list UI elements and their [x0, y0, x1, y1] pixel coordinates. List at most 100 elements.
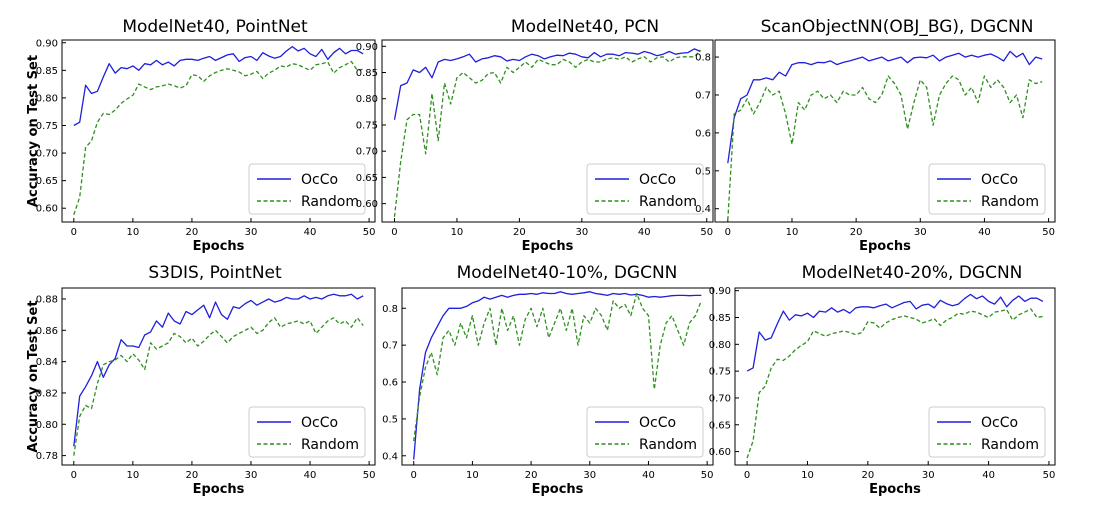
series-line-occo: [73, 293, 364, 447]
y-tick-label: 0.90: [36, 38, 58, 49]
legend-label-random: Random: [301, 437, 359, 453]
x-tick-label: 10: [127, 470, 140, 481]
chart-title: ModelNet40-20%, DGCNN: [802, 263, 1023, 283]
x-tick-label: 40: [982, 470, 995, 481]
x-tick-label: 10: [451, 227, 464, 238]
y-tick-label: 0.84: [36, 357, 58, 368]
legend-label-random: Random: [301, 194, 359, 210]
x-tick-label: 20: [186, 470, 199, 481]
y-tick-label: 0.5: [695, 166, 711, 177]
y-tick-label: 0.75: [36, 121, 58, 132]
y-tick-label: 0.75: [356, 120, 378, 131]
series-line-random: [746, 308, 1044, 459]
x-axis-label: Epochs: [193, 239, 245, 254]
y-tick-label: 0.86: [36, 326, 58, 337]
series-line-random: [393, 49, 701, 217]
y-tick-label: 0.85: [709, 313, 731, 324]
x-tick-label: 10: [466, 470, 479, 481]
x-tick-label: 40: [638, 227, 651, 238]
y-tick-label: 0.80: [709, 340, 731, 351]
chart-panel-6: ModelNet40-20%, DGCNN 0 10 20 30 40 50 0.60 0.65…: [709, 263, 1056, 497]
plot-frame: [381, 39, 714, 223]
y-tick-label: 0.88: [36, 294, 58, 305]
x-tick-label: 20: [861, 470, 874, 481]
y-tick-label: 0.70: [356, 147, 378, 158]
x-tick-label: 0: [411, 470, 417, 481]
x-tick-label: 50: [1042, 227, 1055, 238]
y-tick-label: 0.4: [695, 204, 711, 215]
y-tick-label: 0.60: [36, 204, 58, 215]
y-tick-label: 0.80: [36, 93, 58, 104]
x-tick-label: 10: [801, 470, 814, 481]
plot-frame: [714, 39, 1056, 223]
y-tick-label: 0.7: [382, 341, 398, 352]
legend-label-occo: OcCo: [639, 172, 676, 188]
y-tick-label: 0.6: [382, 378, 398, 389]
x-tick-label: 10: [127, 227, 140, 238]
series-line-random: [413, 292, 702, 442]
legend: OcCo Random: [928, 406, 1046, 458]
chart-title: ModelNet40-10%, DGCNN: [457, 263, 678, 283]
plot-frame: [61, 39, 376, 223]
x-tick-label: 30: [245, 227, 258, 238]
x-tick-label: 40: [642, 470, 655, 481]
x-tick-label: 20: [186, 227, 199, 238]
x-tick-label: 30: [583, 470, 596, 481]
x-tick-label: 0: [725, 227, 731, 238]
x-tick-label: 50: [700, 227, 713, 238]
x-tick-label: 30: [922, 470, 935, 481]
x-tick-label: 50: [1043, 470, 1056, 481]
x-tick-label: 20: [525, 470, 538, 481]
legend: OcCo Random: [586, 406, 704, 458]
x-axis-label: Epochs: [532, 482, 584, 497]
y-tick-label: 0.80: [36, 420, 58, 431]
series-line-occo: [73, 45, 364, 127]
x-tick-label: 40: [978, 227, 991, 238]
legend-label-random: Random: [981, 194, 1039, 210]
series-line-random: [73, 60, 364, 216]
x-tick-label: 40: [304, 227, 317, 238]
chart-panel-1: ModelNet40, PointNet 0 10 20 30 40 50 0.60 0.65 0…: [26, 17, 376, 254]
y-tick-label: 0.5: [382, 414, 398, 425]
y-tick-label: 0.90: [709, 286, 731, 297]
x-tick-label: 50: [701, 470, 714, 481]
series-line-occo: [393, 48, 701, 120]
x-tick-label: 40: [304, 470, 317, 481]
y-tick-label: 0.80: [356, 94, 378, 105]
y-tick-label: 0.6: [695, 128, 711, 139]
series-line-occo: [727, 50, 1043, 164]
y-tick-label: 0.90: [356, 42, 378, 53]
x-tick-label: 50: [363, 227, 376, 238]
x-tick-label: 0: [391, 227, 397, 238]
chart-panel-5: ModelNet40-10%, DGCNN 0 10 20 30 40 50 0.4 0.5 0.…: [382, 263, 714, 497]
plot-frame: [401, 287, 714, 466]
y-tick-label: 0.65: [36, 176, 58, 187]
legend: OcCo Random: [586, 163, 704, 215]
y-axis-label: Accuracy on Test Set: [26, 55, 41, 207]
y-tick-label: 0.4: [382, 451, 398, 462]
y-tick-label: 0.60: [356, 199, 378, 210]
y-tick-label: 0.60: [709, 447, 731, 458]
y-tick-label: 0.70: [36, 149, 58, 160]
legend-label-random: Random: [981, 437, 1039, 453]
x-tick-label: 20: [513, 227, 526, 238]
chart-title: ScanObjectNN(OBJ_BG), DGCNN: [761, 17, 1034, 37]
x-tick-label: 10: [786, 227, 799, 238]
chart-panel-4: S3DIS, PointNet 0 10 20 30 40 50 0.78 0.80 0.82 0.…: [26, 263, 376, 497]
legend-label-random: Random: [639, 437, 697, 453]
x-tick-label: 30: [245, 470, 258, 481]
legend: OcCo Random: [248, 406, 366, 458]
y-tick-label: 0.85: [356, 68, 378, 79]
plot-frame: [734, 287, 1056, 466]
x-tick-label: 30: [575, 227, 588, 238]
y-tick-label: 0.70: [709, 393, 731, 404]
y-tick-label: 0.65: [709, 420, 731, 431]
chart-title: ModelNet40, PointNet: [122, 17, 308, 37]
x-axis-label: Epochs: [869, 482, 921, 497]
x-tick-label: 50: [363, 470, 376, 481]
legend-label-occo: OcCo: [301, 172, 338, 188]
x-tick-label: 0: [744, 470, 750, 481]
y-tick-label: 0.78: [36, 451, 58, 462]
chart-title: S3DIS, PointNet: [148, 263, 282, 283]
